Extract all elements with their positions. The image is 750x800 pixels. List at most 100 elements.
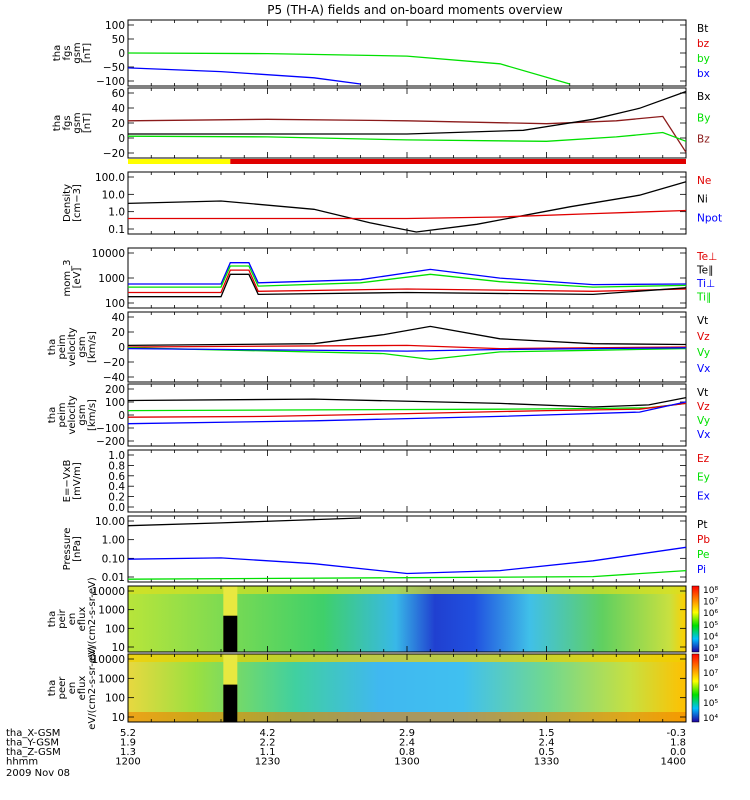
colorbar-label: 10⁸ — [703, 654, 718, 664]
colorbar — [691, 585, 700, 653]
y-axis-label-line: peim — [57, 334, 68, 359]
y-axis-label-line: en — [67, 682, 78, 695]
y-tick-label: 0.6 — [108, 471, 125, 483]
series-line — [127, 401, 687, 425]
series-line — [128, 269, 687, 294]
y-axis-label-line: E=−VxB — [62, 460, 73, 503]
y-tick-label: 10 — [112, 642, 125, 654]
ephemeris-value: 1330 — [534, 757, 559, 768]
legend-entry: Ti⊥ — [696, 278, 715, 290]
legend-entry: By — [697, 112, 710, 124]
y-tick-label: 100 — [105, 397, 125, 409]
y-axis-label-line: tha — [47, 407, 58, 423]
legend-entry: Bz — [697, 134, 710, 146]
y-axis-label-line: tha — [52, 115, 63, 131]
series-line — [127, 347, 687, 352]
y-axis-label-line: tha — [47, 611, 58, 627]
ephemeris-table: tha_X-GSM 5.2 4.2 2.9 1.5 -0.3 tha_Y-GSM 1.9 2.2… — [6, 728, 686, 779]
y-tick-label: 10 — [112, 712, 125, 724]
ephemeris-value: 2.4 — [539, 738, 555, 749]
legend-entry: bz — [697, 38, 710, 50]
y-axis-label-line: tha — [47, 680, 58, 696]
y-axis-label-line: eV/(cm2-s-sr-eV) — [87, 577, 98, 661]
ephemeris-value: -0.3 — [666, 728, 686, 739]
y-tick-label: 0.2 — [108, 492, 125, 504]
legend-entry: Vt — [697, 387, 708, 399]
y-axis-label: E=−VxB[mV/m] — [62, 460, 83, 503]
series-line — [127, 402, 687, 418]
legend-entry: Npot — [697, 212, 722, 224]
colorbar-label: 10⁵ — [703, 621, 718, 631]
colorbar-label: 10³ — [703, 644, 718, 654]
y-tick-label: 0.01 — [102, 572, 125, 584]
y-axis-label-line: eflux — [77, 676, 88, 701]
y-tick-label: −200 — [96, 436, 125, 448]
y-tick-label: 1000 — [98, 673, 125, 685]
y-tick-label: −100 — [96, 423, 125, 435]
colorbar-label: 10⁷ — [703, 669, 718, 679]
y-axis-label-line: [nT] — [82, 113, 93, 133]
legend-entry: Bt — [697, 23, 708, 35]
ephemeris-value: 5.2 — [120, 728, 136, 739]
ephemeris-value: 1.8 — [670, 738, 686, 749]
series-line — [127, 52, 570, 85]
legend-entry: Ez — [697, 453, 710, 465]
y-tick-label: 10000 — [92, 248, 125, 260]
colorbar-label: 10⁶ — [703, 684, 718, 694]
spectrogram-image — [128, 586, 686, 652]
panel-frame — [127, 87, 687, 159]
legend-entry: Ne — [697, 175, 711, 187]
y-tick-label: 0.4 — [108, 481, 125, 493]
ephemeris-value: 4.2 — [260, 728, 276, 739]
series-line — [127, 115, 687, 153]
y-axis-label-line: [mV/m] — [72, 462, 83, 500]
y-axis-label-line: Pressure — [62, 528, 73, 571]
y-axis-label-line: tha — [47, 339, 58, 355]
legend-entry: Bx — [697, 91, 710, 103]
panel-4: 10000 1000 100 mom_3[eV] Te⊥ Te∥Ti⊥ Ti∥ — [62, 247, 717, 310]
mode-bar-fast — [230, 159, 687, 164]
legend-entry: Vy — [697, 415, 710, 427]
y-axis-label: thafgsgsm[nT] — [52, 112, 93, 133]
legend-entry: by — [697, 53, 710, 65]
ephemeris-value: 1230 — [255, 757, 280, 768]
y-axis-label-line: peim — [57, 402, 68, 427]
ephemeris-row-label: hhmm — [6, 757, 38, 768]
y-tick-label: 60 — [112, 88, 125, 100]
series-line — [128, 90, 687, 135]
y-tick-label: 0 — [118, 48, 125, 60]
legend-entry: Vx — [697, 363, 710, 375]
legend-entry: Ti∥ — [696, 292, 711, 304]
ephemeris-value: 1.1 — [260, 747, 276, 758]
series-line — [128, 209, 687, 220]
ephemeris-value: 0.0 — [670, 747, 686, 758]
panels: 100500−50−100thafgsgsm[nT]Btbzbybx604020… — [47, 19, 722, 730]
legend-entry: Ex — [697, 490, 710, 502]
series-line — [127, 347, 687, 361]
series-line — [127, 344, 687, 350]
y-axis-label-line: peir — [57, 608, 68, 628]
y-tick-label: 10.00 — [95, 516, 125, 528]
y-tick-label: 0 — [118, 133, 125, 145]
y-axis-label-line: [cm−3] — [72, 184, 83, 222]
series-line — [128, 265, 687, 288]
y-axis-label: Pressure[nPa] — [62, 528, 83, 571]
y-tick-label: −100 — [96, 76, 125, 88]
y-axis-label-line: velocity — [67, 327, 78, 366]
y-axis-label: thapeirenefluxeV/(cm2-s-sr-eV) — [47, 577, 98, 661]
y-axis-label: thapeimvelocitygsm[km/s] — [47, 395, 98, 434]
y-axis-label-line: gsm — [72, 112, 83, 133]
panel-5: 40 20 0 −20 −40 thapeimvelocitygsm[km/s] Vt Vz V… — [47, 311, 710, 384]
y-tick-label: 100 — [105, 298, 125, 310]
y-tick-label: −20 — [103, 148, 125, 160]
panel-2: 60 40 20 0 −20 thafgsgsm[nT] Bx By Bz — [52, 87, 710, 160]
legend-entry: Pe — [697, 549, 709, 561]
panel-frame — [127, 171, 687, 235]
panel-frame — [127, 247, 687, 309]
panel-frame — [127, 383, 687, 447]
series-line — [127, 396, 687, 408]
ephemeris-row-label: tha_Y-GSM — [6, 738, 59, 749]
y-tick-label: 100 — [105, 20, 125, 32]
